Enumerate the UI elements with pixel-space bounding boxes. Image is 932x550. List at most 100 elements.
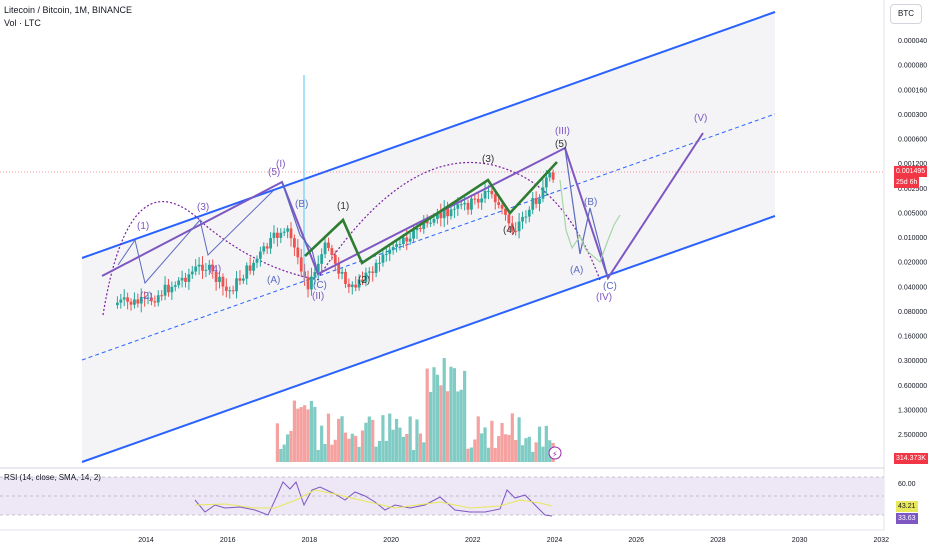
candle-body <box>276 232 279 238</box>
candle-body <box>435 212 439 219</box>
candle-body <box>361 279 364 282</box>
forecast-label-A: (A) <box>570 265 583 276</box>
candle-body <box>187 274 191 282</box>
wave-label-2: (2) <box>140 291 152 302</box>
candle-body <box>313 271 317 277</box>
volume-bar <box>384 440 388 462</box>
volume-bar <box>500 423 504 462</box>
candle-body <box>136 299 140 304</box>
price-tick: 0.000080 <box>898 63 927 70</box>
wave-path-green <box>304 161 558 265</box>
volume-bar <box>442 358 446 462</box>
candle-body <box>463 202 467 205</box>
volume-bar <box>357 446 361 462</box>
price-tick: 0.001200 <box>898 161 927 168</box>
candle-body <box>160 295 164 297</box>
candle-body <box>466 202 470 210</box>
volume-bar <box>299 407 303 462</box>
volume-bar <box>364 422 368 462</box>
candle-body <box>184 277 187 282</box>
volume-bar <box>469 447 474 462</box>
candle-body <box>173 285 177 287</box>
volume-bar <box>333 439 337 462</box>
volume-bar <box>452 368 457 462</box>
volume-bar <box>374 446 378 462</box>
rsi-indicator-label: RSI (14, close, SMA, 14, 2) <box>4 473 101 482</box>
price-tick: 0.000300 <box>898 112 927 119</box>
volume-bar <box>493 447 497 462</box>
volume-bar <box>377 440 382 462</box>
volume-bar <box>398 427 402 462</box>
volume-bar <box>534 442 538 462</box>
candle-body <box>269 238 272 249</box>
volume-bar <box>435 374 439 462</box>
candle-body <box>153 301 157 303</box>
candle-body <box>146 297 150 299</box>
rsi-band <box>0 477 884 515</box>
volume-label: Vol · LTC <box>4 18 41 28</box>
volume-bar <box>446 391 450 462</box>
candle-body <box>133 299 136 305</box>
candle-body <box>531 198 535 210</box>
volume-bar <box>371 419 375 462</box>
forecast-label-B: (B) <box>584 197 597 208</box>
volume-bar <box>394 418 399 462</box>
candle-body <box>453 208 456 210</box>
time-tick: 2030 <box>792 537 808 544</box>
volume-bar <box>473 439 477 462</box>
price-tick: 0.000600 <box>898 137 927 144</box>
candle-body <box>439 212 443 219</box>
volume-bars <box>275 358 555 462</box>
volume-bar <box>313 406 317 462</box>
candle-body <box>235 278 238 292</box>
volume-bar <box>439 385 443 462</box>
candle-body <box>201 264 204 271</box>
price-axis[interactable]: 0.000040 0.000080 0.000160 0.000300 0.000600… <box>898 38 927 439</box>
wave-label-4: (4) <box>209 264 221 275</box>
wave-path-forecast <box>564 147 609 279</box>
volume-bar <box>483 427 487 462</box>
candle-body <box>163 284 167 296</box>
candle-body <box>224 286 228 291</box>
time-tick: 2026 <box>628 537 644 544</box>
currency-button[interactable]: BTC <box>890 4 922 24</box>
price-tick: 0.600000 <box>898 383 927 390</box>
candle-body <box>197 264 201 267</box>
projection-path <box>559 179 621 264</box>
volume-bar <box>463 370 467 462</box>
volume-bar <box>401 436 405 462</box>
volume-bar <box>520 445 525 462</box>
dotted-arc-left <box>102 200 321 316</box>
volume-bar <box>320 425 324 462</box>
candle-body <box>401 237 405 245</box>
candle-body <box>395 244 398 248</box>
price-tick: 0.002500 <box>898 186 927 193</box>
candle-body <box>143 296 147 298</box>
volume-bar <box>282 444 286 462</box>
candle-body <box>357 279 361 288</box>
candle-body <box>296 247 300 258</box>
candle-body <box>408 238 412 242</box>
time-axis[interactable]: 2014 2016 2018 2020 2022 2024 2026 2028 2030 2032 <box>138 537 889 544</box>
candle-body <box>327 242 330 249</box>
lightning-icon[interactable] <box>548 446 562 460</box>
wave-label-5: (5) <box>268 167 280 178</box>
candle-body <box>214 271 218 282</box>
candle-body <box>289 228 293 239</box>
price-tick: 0.300000 <box>898 358 927 365</box>
candle-body <box>514 230 518 232</box>
candle-body <box>381 254 385 263</box>
candle-body <box>551 172 555 180</box>
volume-bar <box>497 436 501 462</box>
volume-bar <box>456 391 460 462</box>
countdown-tag: 25d 6h <box>894 177 920 188</box>
volume-bar <box>486 447 491 462</box>
wave-path-minor-left <box>117 189 275 285</box>
candle-body <box>459 204 463 206</box>
candle-body <box>487 190 490 192</box>
candle-body <box>500 205 504 209</box>
price-tick: 1.300000 <box>898 407 927 414</box>
volume-bar <box>381 415 385 462</box>
candle-body <box>521 216 524 222</box>
